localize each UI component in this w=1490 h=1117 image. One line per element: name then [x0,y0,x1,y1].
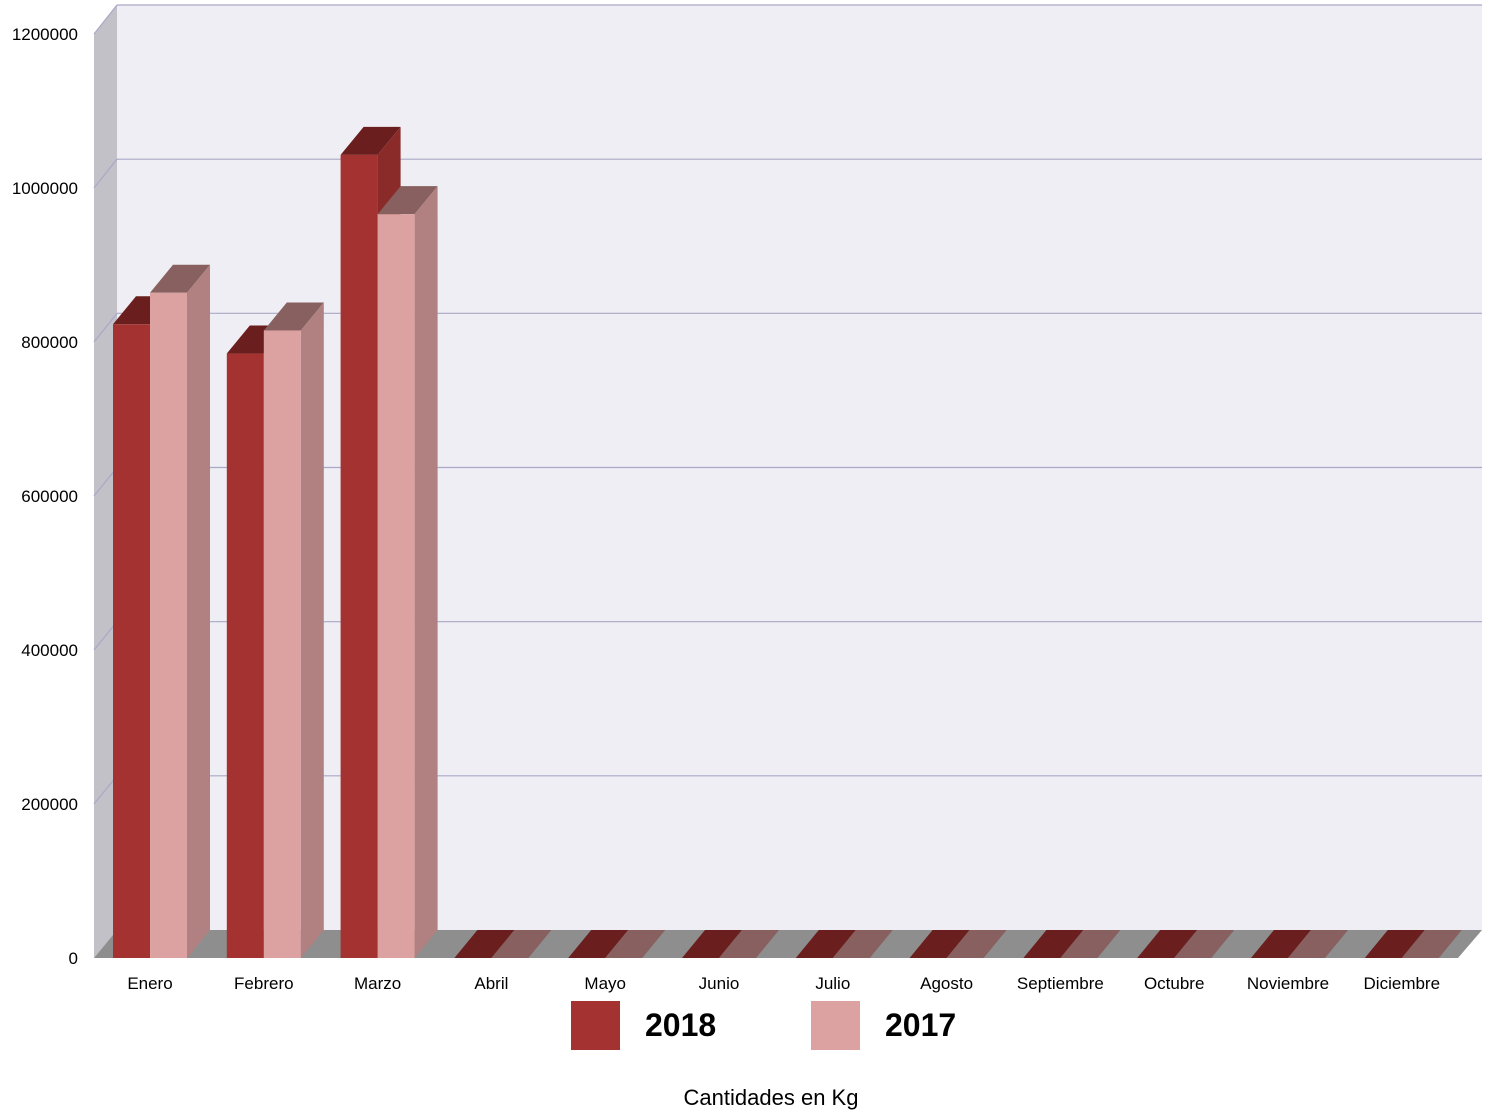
bar-top [1137,930,1198,958]
bar-front [263,330,301,958]
legend-swatch [811,1001,860,1050]
bar-top [491,930,552,958]
bar-top [377,186,438,215]
bar-2018-Diciembre [1364,930,1425,958]
y-tick-label: 200000 [21,795,78,814]
bars [113,126,1462,959]
x-tick-label: Agosto [920,974,973,993]
legend-label: 2017 [885,1007,956,1043]
bar-2017-Diciembre [1401,930,1462,958]
bar-2017-Abril [491,930,552,958]
legend-item-2017: 2017 [811,1001,956,1050]
bar-2017-Junio [719,930,779,958]
bar-side [414,186,438,958]
bar-top [1060,930,1121,958]
bar-2017-Agosto [946,930,1007,958]
bar-top [946,930,1007,958]
gridline-side [93,4,118,35]
bar-2017-Octubre [1174,930,1235,958]
bar-top [454,930,515,958]
bar-top [1174,930,1235,958]
x-tick-label: Marzo [354,974,401,993]
bar-top [909,930,970,958]
floor [94,930,1482,958]
legend: 2018 2017 [571,1001,956,1050]
gridline-side [93,158,118,189]
bar-2017-Mayo [605,930,666,958]
bar-top [263,302,324,331]
bar-top [568,930,629,958]
y-axis-ticks: 0 200000 400000 600000 800000 1000000 1200000 [12,25,78,968]
bar-top [340,126,401,155]
y-tick-label: 1000000 [12,179,78,198]
bar-top [1401,930,1462,958]
x-tick-label: Enero [127,974,172,993]
bar-top [682,930,742,958]
y-tick-label: 1200000 [12,25,78,44]
bar-2018-Agosto [909,930,970,958]
bar-2018-Septiembre [1023,930,1084,958]
x-tick-label: Febrero [234,974,294,993]
bar-2017-Enero [150,264,210,959]
bar-2017-Septiembre [1060,930,1121,958]
bar-top [795,930,856,958]
bar-2017-Noviembre [1288,930,1348,958]
bar-front [377,214,415,958]
bar-top [1251,930,1311,958]
bar-top [832,930,893,958]
y-tick-label: 800000 [21,333,78,352]
x-tick-label: Julio [815,974,850,993]
x-tick-label: Abril [474,974,508,993]
bar-top [1364,930,1425,958]
bar-2017-Marzo [377,186,438,958]
bar-top [1023,930,1084,958]
bar-front [226,353,264,958]
bar-2017-Julio [832,930,893,958]
bar-top [605,930,666,958]
bar-front [113,324,150,958]
x-tick-label: Mayo [584,974,626,993]
bar-2018-Junio [682,930,742,958]
bar-2018-Mayo [568,930,629,958]
bar-top [1288,930,1348,958]
bar-2018-Octubre [1137,930,1198,958]
bar-side [187,264,210,959]
legend-swatch [571,1001,620,1050]
y-tick-label: 0 [69,949,78,968]
x-tick-label: Septiembre [1017,974,1104,993]
legend-label: 2018 [645,1007,716,1043]
legend-item-2018: 2018 [571,1001,716,1050]
bar-2018-Abril [454,930,515,958]
bar-top [150,264,210,293]
bar-2018-Julio [795,930,856,958]
bar-front [150,292,187,959]
bar-top [719,930,779,958]
x-tick-label: Junio [699,974,740,993]
bar-front [340,154,378,958]
x-tick-label: Noviembre [1247,974,1329,993]
y-tick-label: 600000 [21,487,78,506]
bar-side [300,302,324,958]
x-axis-title: Cantidades en Kg [684,1085,859,1110]
gridline-side [93,312,118,343]
x-tick-label: Octubre [1144,974,1204,993]
bar-2018-Noviembre [1251,930,1311,958]
bar-2017-Febrero [263,302,324,958]
x-axis-labels: Enero Febrero Marzo Abril Mayo Junio Julio Agos… [127,974,1440,993]
y-tick-label: 400000 [21,641,78,660]
x-tick-label: Diciembre [1364,974,1441,993]
